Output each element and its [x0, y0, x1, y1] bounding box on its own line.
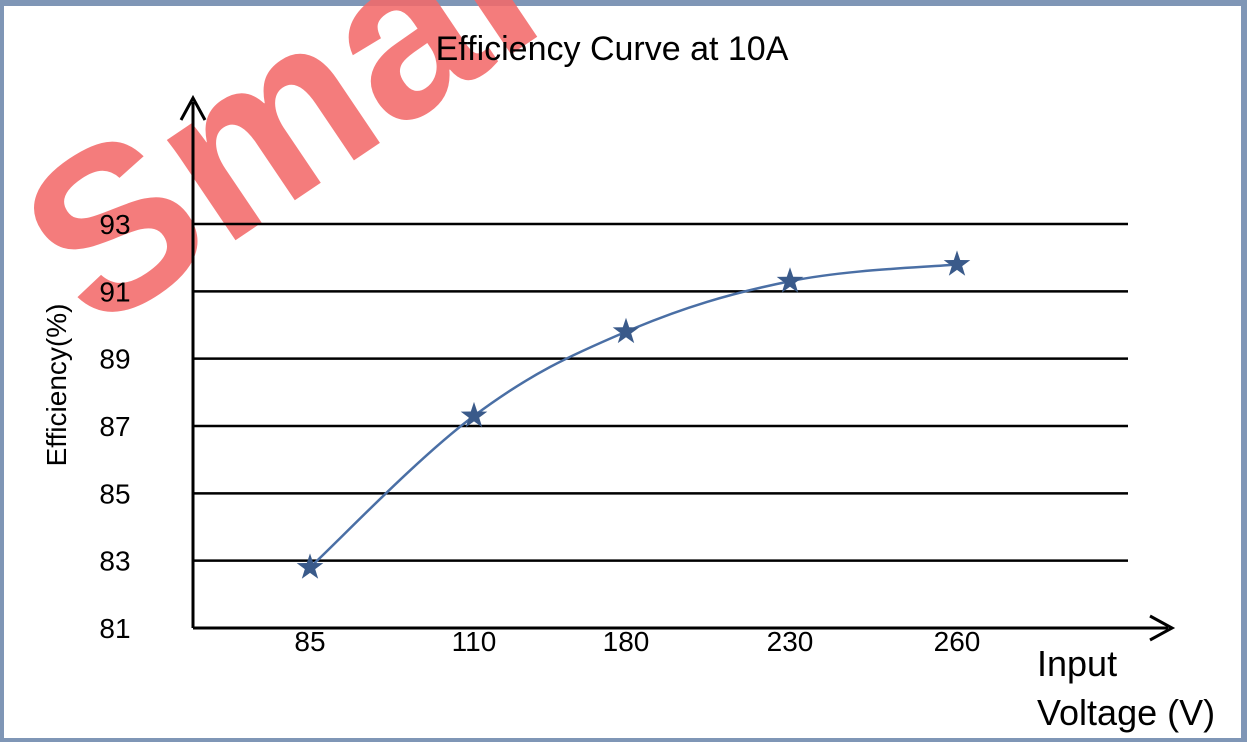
- gridlines: [193, 222, 1128, 562]
- data-point-85: [296, 553, 324, 579]
- series-efficiency: [296, 250, 971, 579]
- axes: [179, 94, 1176, 642]
- x-tick-180: 180: [603, 626, 650, 657]
- y-tick-89: 89: [99, 344, 130, 375]
- x-axis-label-line-2: Voltage (V): [1037, 692, 1215, 733]
- x-axis-arrow: [1149, 614, 1176, 642]
- x-tick-labels: 85 110 180 230 260: [294, 626, 980, 657]
- y-tick-85: 85: [99, 478, 130, 509]
- y-tick-93: 93: [99, 209, 130, 240]
- data-point-180: [612, 317, 640, 344]
- x-tick-110: 110: [452, 626, 497, 657]
- y-tick-83: 83: [99, 546, 130, 577]
- y-axis-arrow: [179, 94, 207, 121]
- y-tick-labels: 81 83 85 87 89 91 93: [99, 209, 130, 644]
- x-tick-85: 85: [294, 626, 325, 657]
- x-axis-label-line-1: Input: [1037, 643, 1117, 684]
- data-point-260: [943, 250, 971, 276]
- y-tick-87: 87: [99, 411, 130, 442]
- data-point-230: [776, 267, 804, 293]
- x-tick-260: 260: [934, 626, 981, 657]
- series-line: [309, 263, 958, 569]
- y-tick-91: 91: [99, 276, 130, 307]
- x-tick-230: 230: [767, 626, 814, 657]
- y-tick-81: 81: [99, 613, 130, 644]
- y-axis-label: Efficiency(%): [41, 304, 72, 467]
- chart-title: Efficiency Curve at 10A: [436, 30, 789, 68]
- data-point-110: [460, 401, 488, 428]
- x-axis-label: Input Voltage (V): [1037, 643, 1215, 733]
